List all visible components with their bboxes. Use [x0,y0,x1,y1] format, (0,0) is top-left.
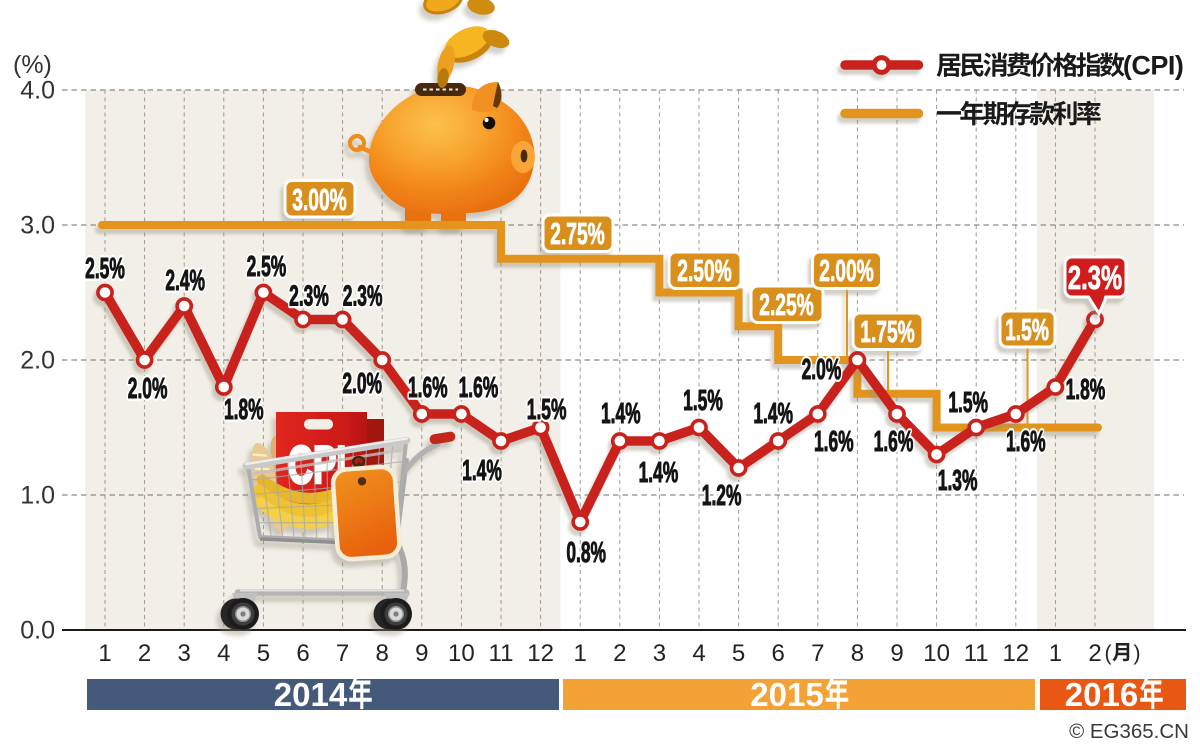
svg-text:1.6%: 1.6% [874,426,914,459]
svg-text:2: 2 [1088,640,1101,667]
svg-text:1.5%: 1.5% [1005,314,1049,348]
svg-text:1.8%: 1.8% [224,394,264,427]
svg-text:0.8%: 0.8% [566,537,606,570]
svg-text:8: 8 [376,640,389,667]
svg-text:3.0: 3.0 [20,212,55,240]
svg-text:2.3%: 2.3% [1068,260,1122,297]
svg-text:2: 2 [613,640,626,667]
svg-text:1.5%: 1.5% [948,387,988,420]
svg-text:6: 6 [772,640,785,667]
svg-text:1.6%: 1.6% [1006,426,1046,459]
svg-text:2016: 2016 [1065,676,1138,713]
svg-text:4: 4 [692,640,705,667]
svg-text:1.3%: 1.3% [938,465,978,498]
svg-text:1.4%: 1.4% [601,398,641,431]
svg-text:© EG365.CN: © EG365.CN [1069,720,1189,743]
svg-text:9: 9 [890,640,903,667]
svg-text:12: 12 [1002,640,1029,667]
svg-text:3: 3 [178,640,191,667]
svg-text:2014: 2014 [274,676,348,713]
svg-text:11: 11 [964,640,989,667]
svg-text:2.5%: 2.5% [85,253,125,286]
svg-text:2.00%: 2.00% [819,255,874,289]
svg-text:2: 2 [138,640,151,667]
svg-text:1.4%: 1.4% [462,455,502,488]
svg-text:10: 10 [923,640,950,667]
svg-text:2.0: 2.0 [20,347,55,375]
svg-text:8: 8 [851,640,864,667]
svg-text:3.00%: 3.00% [292,183,347,217]
svg-text:1.8%: 1.8% [1066,374,1106,407]
svg-text:4.0: 4.0 [20,77,55,105]
svg-text:3: 3 [653,640,666,667]
svg-text:1.6%: 1.6% [408,372,448,405]
svg-text:2015: 2015 [750,676,823,713]
svg-text:2.0%: 2.0% [342,368,382,401]
svg-text:5: 5 [732,640,745,667]
svg-text:(%): (%) [13,51,52,79]
svg-text:6: 6 [296,640,309,667]
svg-text:10: 10 [448,640,475,667]
svg-text:1.0: 1.0 [20,482,55,510]
svg-text:7: 7 [336,640,349,667]
svg-text:12: 12 [527,640,554,667]
svg-text:5: 5 [257,640,270,667]
svg-text:2.75%: 2.75% [550,218,605,252]
svg-text:1.2%: 1.2% [702,480,742,513]
svg-text:2.50%: 2.50% [677,255,732,289]
svg-text:(: ( [1105,642,1112,665]
svg-text:2.5%: 2.5% [247,251,287,284]
svg-text:4: 4 [217,640,230,667]
svg-text:1.5%: 1.5% [527,394,567,427]
svg-text:1.75%: 1.75% [860,316,915,350]
svg-text:1.4%: 1.4% [753,398,793,431]
svg-text:2.25%: 2.25% [759,289,814,323]
svg-text:): ) [1134,642,1141,665]
svg-text:(CPI): (CPI) [1123,51,1184,81]
svg-text:2.3%: 2.3% [343,280,383,313]
svg-text:7: 7 [811,640,824,667]
svg-text:0.0: 0.0 [20,617,55,645]
svg-text:9: 9 [415,640,428,667]
svg-text:2.0%: 2.0% [128,373,168,406]
svg-text:1.6%: 1.6% [459,372,499,405]
svg-text:1: 1 [1049,640,1062,667]
svg-text:2.4%: 2.4% [165,265,205,298]
svg-text:11: 11 [489,640,514,667]
svg-text:2.0%: 2.0% [802,354,842,387]
svg-text:1.4%: 1.4% [639,457,679,490]
svg-text:2.3%: 2.3% [289,280,329,313]
svg-text:1.5%: 1.5% [683,385,723,418]
svg-text:1: 1 [574,640,587,667]
svg-text:1.6%: 1.6% [814,426,854,459]
svg-text:1: 1 [98,640,111,667]
